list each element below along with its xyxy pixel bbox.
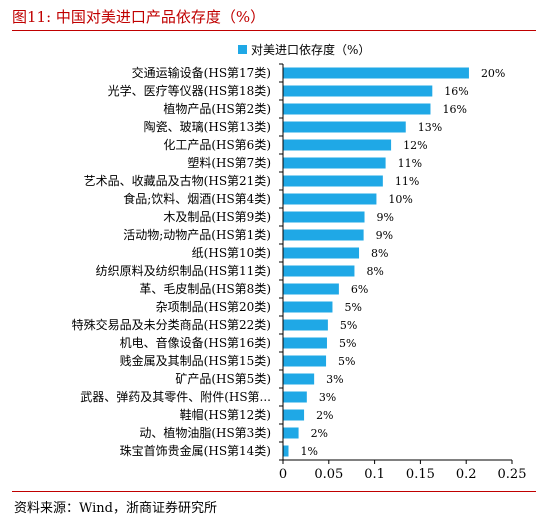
category-label: 交通运输设备(HS第17类) <box>132 65 271 80</box>
data-label: 13% <box>418 121 442 134</box>
category-label: 贱金属及其制品(HS第15类) <box>120 353 271 368</box>
bar <box>283 157 386 169</box>
legend-label: 对美进口依存度（%） <box>251 42 370 57</box>
data-label: 9% <box>376 229 393 242</box>
category-label: 化工产品(HS第6类) <box>163 138 271 152</box>
data-label: 8% <box>371 247 388 260</box>
category-label: 鞋帽(HS第12类) <box>180 407 271 422</box>
category-label: 动、植物油脂(HS第3类) <box>139 425 271 440</box>
bar <box>283 445 289 457</box>
bar <box>283 229 364 241</box>
legend-swatch <box>238 45 247 54</box>
data-label: 5% <box>339 337 356 350</box>
bar <box>283 337 327 349</box>
bar <box>283 175 383 187</box>
data-label: 11% <box>395 175 419 188</box>
data-label: 12% <box>403 139 427 152</box>
category-label: 特殊交易品及未分类商品(HS第22类) <box>72 317 271 332</box>
category-label: 食品;饮料、烟酒(HS第4类) <box>123 191 271 206</box>
bar <box>283 427 299 439</box>
data-label: 16% <box>444 85 468 98</box>
bar <box>283 139 392 151</box>
x-tick-label: 0.15 <box>406 467 435 482</box>
data-label: 16% <box>442 103 466 116</box>
source-note: 资料来源：Wind，浙商证券研究所 <box>14 501 217 516</box>
bar <box>283 247 360 259</box>
category-label: 机电、音像设备(HS第16类) <box>120 335 271 350</box>
category-label: 木及制品(HS第9类) <box>163 210 271 224</box>
bar <box>283 193 377 205</box>
data-label: 1% <box>300 445 317 458</box>
bar <box>283 85 433 97</box>
category-label: 活动物;动物产品(HS第1类) <box>123 228 271 242</box>
category-label: 矿产品(HS第5类) <box>175 372 271 386</box>
figure-title: 图11: 中国对美进口产品依存度（%） <box>12 8 266 26</box>
category-label: 珠宝首饰贵金属(HS第14类) <box>120 443 271 458</box>
data-label: 9% <box>377 211 394 224</box>
title-rule <box>12 30 536 31</box>
bar <box>283 283 339 295</box>
data-label: 3% <box>326 373 343 386</box>
category-label: 陶瓷、玻璃(HS第13类) <box>144 119 271 134</box>
category-label: 纸(HS第10类) <box>192 246 271 260</box>
bar <box>283 67 469 79</box>
category-label: 艺术品、收藏品及古物(HS第21类) <box>84 173 271 188</box>
source-rule <box>12 491 536 492</box>
data-label: 2% <box>311 427 328 440</box>
data-label: 8% <box>366 265 383 278</box>
x-tick-label: 0.25 <box>498 467 527 482</box>
bar <box>283 409 305 421</box>
bar <box>283 265 355 277</box>
bar <box>283 391 307 403</box>
bar <box>283 301 333 313</box>
category-label: 革、毛皮制品(HS第8类) <box>139 282 271 296</box>
category-label: 塑料(HS第7类) <box>187 155 271 170</box>
data-label: 3% <box>319 391 336 404</box>
category-label: 植物产品(HS第2类) <box>163 101 271 116</box>
data-label: 10% <box>388 193 412 206</box>
category-label: 光学、医疗等仪器(HS第18类) <box>108 83 271 98</box>
x-tick-label: 0.2 <box>456 467 477 482</box>
bar <box>283 103 431 115</box>
bar <box>283 373 315 385</box>
data-label: 5% <box>344 301 361 314</box>
category-label: 杂项制品(HS第20类) <box>156 300 271 314</box>
data-label: 6% <box>351 283 368 296</box>
data-label: 20% <box>481 67 505 80</box>
data-label: 2% <box>316 409 333 422</box>
bar <box>283 355 327 367</box>
x-tick-label: 0 <box>279 467 287 482</box>
bar <box>283 121 406 133</box>
x-tick-label: 0.05 <box>314 467 343 482</box>
bar <box>283 319 328 331</box>
data-label: 11% <box>398 157 422 170</box>
data-label: 5% <box>340 319 357 332</box>
bar <box>283 211 365 223</box>
category-label: 武器、弹药及其零件、附件(HS第... <box>80 390 271 404</box>
category-label: 纺织原料及纺织制品(HS第11类) <box>96 264 271 278</box>
data-label: 5% <box>338 355 355 368</box>
x-tick-label: 0.1 <box>364 467 385 482</box>
